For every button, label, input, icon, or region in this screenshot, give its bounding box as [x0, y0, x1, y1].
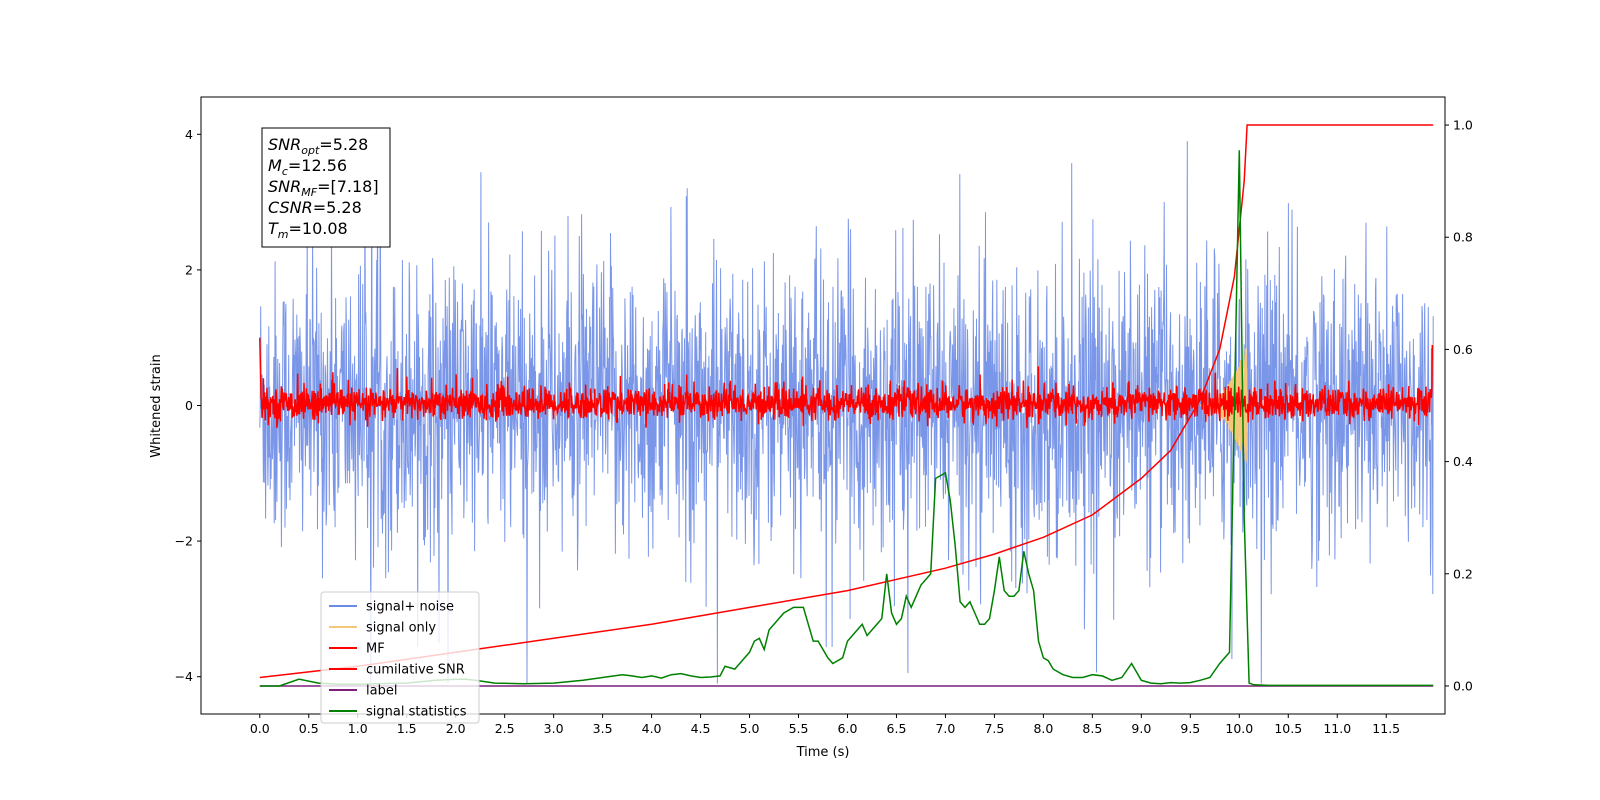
x-tick-label: 10.5	[1274, 721, 1302, 736]
series-layer	[259, 124, 1434, 687]
legend-entry-label: signal+ noise	[366, 600, 454, 615]
annotation-frame	[261, 127, 391, 248]
y-axis-left: −4 −2 0 2 4	[175, 127, 201, 684]
y2-tick-label: 1.0	[1453, 118, 1473, 133]
x-tick-label: 9.5	[1180, 721, 1200, 736]
x-tick-label: 6.0	[838, 721, 858, 736]
series-line-signal-statistics	[259, 150, 1434, 687]
x-tick-label: 7.5	[984, 721, 1004, 736]
y2-tick-label: 0.4	[1453, 454, 1473, 469]
x-tick-label: 6.5	[887, 721, 907, 736]
y-axis-right: 0.0 0.2 0.4 0.6 0.8 1.0	[1445, 118, 1473, 693]
y-tick-label: 0	[185, 398, 193, 413]
x-tick-label: 4.5	[691, 721, 711, 736]
y2-tick-label: 0.0	[1453, 678, 1473, 693]
annotation-line: Mc=12.56	[268, 156, 347, 178]
x-tick-label: 2.0	[446, 721, 466, 736]
y2-tick-label: 0.8	[1453, 230, 1473, 245]
x-tick-label: 8.5	[1082, 721, 1102, 736]
x-tick-label: 4.0	[642, 721, 662, 736]
x-tick-label: 3.5	[593, 721, 613, 736]
x-axis-label: Time (s)	[796, 745, 850, 760]
x-tick-label: 3.0	[544, 721, 564, 736]
annotation-line: Tm=10.08	[268, 219, 348, 241]
y-tick-label: −2	[175, 534, 193, 549]
legend-entry-label: signal only	[366, 621, 436, 636]
legend-frame	[320, 591, 480, 724]
legend-entry-label: signal statistics	[366, 705, 467, 720]
x-tick-label: 0.5	[299, 721, 319, 736]
y2-tick-label: 0.6	[1453, 342, 1473, 357]
legend-entry-label: cumilative SNR	[366, 663, 465, 678]
series-line-mf	[259, 337, 1434, 429]
series-line-cumilative-snr	[259, 124, 1434, 679]
x-tick-label: 11.5	[1372, 721, 1400, 736]
x-tick-label: 10.0	[1225, 721, 1253, 736]
y-tick-label: 2	[185, 262, 193, 277]
y-tick-label: 4	[185, 127, 193, 142]
x-axis: 0.0 0.5 1.0 1.5 2.0 2.5 3.0 3.5 4.0 4.5 5.0 5.5 6.0 6…	[250, 714, 1400, 736]
x-tick-label: 1.5	[397, 721, 417, 736]
x-tick-label: 5.0	[740, 721, 760, 736]
legend-entry-label: MF	[366, 642, 385, 657]
annotation-line: SNRopt=5.28	[268, 135, 368, 157]
legend-entry-label: label	[366, 684, 397, 699]
legend: signal+ noise signal only MF cumilative SNR…	[320, 591, 480, 724]
x-tick-label: 2.5	[495, 721, 515, 736]
x-tick-label: 1.0	[348, 721, 368, 736]
x-tick-label: 5.5	[789, 721, 809, 736]
x-tick-label: 0.0	[250, 721, 270, 736]
y-tick-label: −4	[175, 669, 193, 684]
x-tick-label: 11.0	[1323, 721, 1351, 736]
y-axis-label: Whitened strain	[149, 354, 164, 457]
annotation-box: SNRopt=5.28Mc=12.56SNRMF=[7.18]CSNR=5.28…	[261, 127, 391, 248]
y2-tick-label: 0.2	[1453, 566, 1473, 581]
annotation-line: SNRMF=[7.18]	[268, 177, 379, 199]
x-tick-label: 9.0	[1131, 721, 1151, 736]
x-tick-label: 8.0	[1033, 721, 1053, 736]
x-tick-label: 7.0	[935, 721, 955, 736]
annotation-line: CSNR=5.28	[268, 198, 362, 217]
